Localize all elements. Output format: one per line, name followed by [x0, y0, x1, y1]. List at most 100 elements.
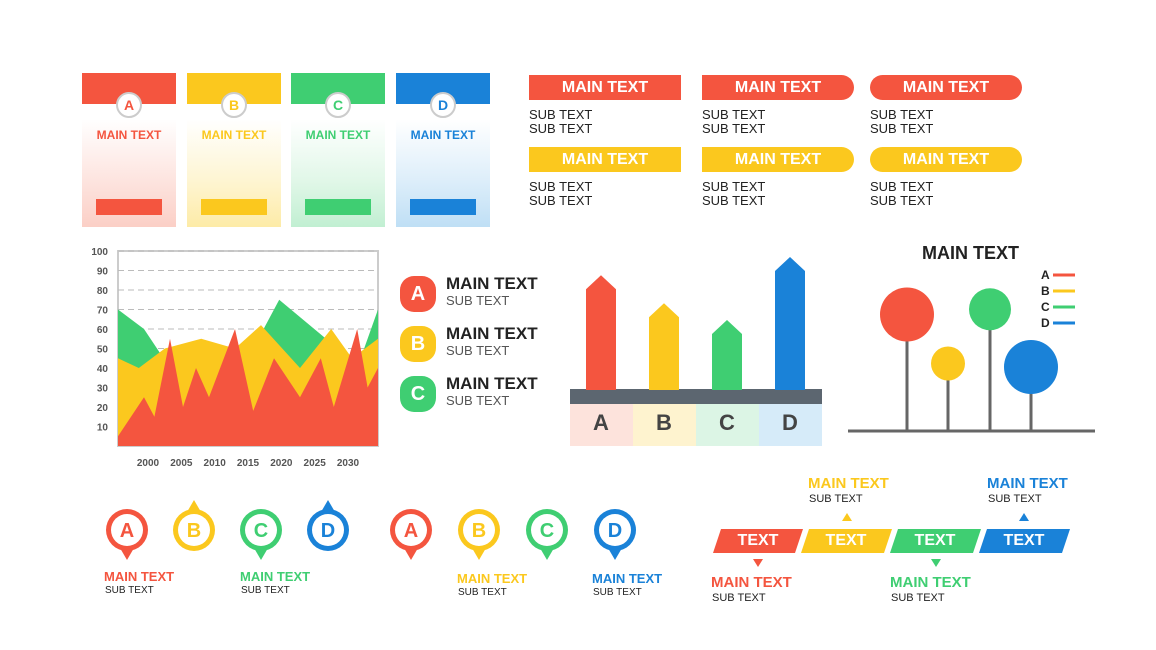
pin-a: A	[106, 509, 148, 560]
timeline-seg-2	[801, 529, 892, 553]
bar-category-label: C	[719, 410, 735, 435]
banner-r1-1: MAIN TEXT	[529, 75, 681, 100]
timeline-cap-4-main: MAIN TEXT	[987, 475, 1068, 492]
card-d: D MAIN TEXT	[396, 73, 490, 227]
pin-letter: C	[254, 520, 268, 542]
bar-category-label: A	[593, 410, 609, 435]
card-letter-badge: C	[325, 92, 351, 118]
tree-legend-label: A	[1041, 268, 1050, 282]
y-tick-label: 70	[97, 306, 109, 317]
pin-right-d-sub: SUB TEXT	[593, 587, 642, 598]
bar-a	[586, 275, 616, 390]
tree-legend-label: C	[1041, 300, 1050, 314]
tree-legend-label: D	[1041, 316, 1050, 330]
bar-label-bg	[759, 404, 822, 446]
card-title: MAIN TEXT	[201, 128, 267, 142]
card-c: C MAIN TEXT	[291, 73, 385, 227]
timeline-seg-3-label: TEXT	[914, 532, 956, 549]
pin-b: B	[458, 509, 500, 560]
card-letter-badge: A	[116, 92, 142, 118]
banner-r1-2: MAIN TEXT	[702, 75, 854, 100]
bar-chart: A B C D	[570, 257, 822, 446]
x-tick-label: 2020	[270, 458, 293, 469]
pin-left-a-main: MAIN TEXT	[104, 569, 175, 584]
banner-r2-2-sub2: SUB TEXT	[702, 193, 766, 208]
y-tick-label: 30	[97, 384, 109, 395]
banner-r2-1: MAIN TEXT	[529, 147, 681, 172]
card-bar	[201, 199, 267, 215]
y-tick-label: 50	[97, 345, 109, 356]
y-tick-label: 90	[97, 267, 109, 278]
area-series-3	[118, 329, 378, 446]
bar-label-bg	[570, 404, 633, 446]
pin-c: C	[526, 509, 568, 560]
timeline-seg-4	[979, 529, 1070, 553]
pin-right-b-sub: SUB TEXT	[458, 587, 507, 598]
timeline-cap-1-main: MAIN TEXT	[711, 574, 792, 591]
card-b: B MAIN TEXT	[187, 73, 281, 227]
bar-category-label: B	[656, 410, 672, 435]
timeline-seg-4-label: TEXT	[1003, 532, 1045, 549]
timeline-seg-1	[713, 529, 803, 553]
pin-letter: B	[472, 520, 486, 542]
y-tick-label: 20	[97, 403, 109, 414]
legend-sub-b: SUB TEXT	[446, 343, 510, 358]
pin-b: B	[173, 500, 215, 551]
bar-category-label: D	[782, 410, 798, 435]
timeline-cap-3-sub: SUB TEXT	[891, 592, 945, 604]
card-title: MAIN TEXT	[96, 128, 162, 142]
legend-badge-c: C	[400, 376, 436, 412]
legend-badge-a: A	[400, 276, 436, 312]
legend-main-b: MAIN TEXT	[446, 324, 538, 343]
x-tick-label: 2000	[137, 458, 160, 469]
pin-letter: D	[321, 520, 335, 542]
pin-letter: C	[540, 520, 554, 542]
card-bar	[305, 199, 371, 215]
timeline-cap-4-sub: SUB TEXT	[988, 493, 1042, 505]
pin-letter: B	[187, 520, 201, 542]
bar-d	[775, 257, 805, 390]
timeline-arrow-down-1	[753, 559, 763, 567]
timeline-arrow-up-2	[842, 513, 852, 521]
banner-r1-2-sub1: SUB TEXT	[702, 107, 766, 122]
y-tick-label: 60	[97, 325, 109, 336]
timeline-arrow-up-4	[1019, 513, 1029, 521]
timeline-cap-2-main: MAIN TEXT	[808, 475, 889, 492]
y-tick-label: 100	[91, 247, 108, 258]
banner-r2-1-sub1: SUB TEXT	[529, 179, 593, 194]
legend-main-a: MAIN TEXT	[446, 274, 538, 293]
tree-chart-title: MAIN TEXT	[922, 243, 1019, 263]
timeline-cap-1-sub: SUB TEXT	[712, 592, 766, 604]
legend-sub-c: SUB TEXT	[446, 393, 510, 408]
card-bar	[96, 199, 162, 215]
pin-letter: D	[608, 520, 622, 542]
pin-letter: A	[404, 520, 418, 542]
legend-main-c: MAIN TEXT	[446, 374, 538, 393]
card-title: MAIN TEXT	[305, 128, 371, 142]
banner-r2-1-sub2: SUB TEXT	[529, 193, 593, 208]
tree-legend-label: B	[1041, 284, 1050, 298]
pin-a: A	[390, 509, 432, 560]
banner-r2-2: MAIN TEXT	[702, 147, 854, 172]
tree-bubble-c	[969, 288, 1011, 331]
card-title: MAIN TEXT	[410, 128, 476, 142]
x-tick-label: 2010	[204, 458, 227, 469]
y-tick-label: 80	[97, 286, 109, 297]
banner-r1-3-sub2: SUB TEXT	[870, 121, 934, 136]
banner-r2-3-sub2: SUB TEXT	[870, 193, 934, 208]
tree-bubble-a	[880, 287, 934, 342]
x-tick-label: 2025	[304, 458, 327, 469]
tree-bubble-b	[931, 346, 965, 381]
card-letter-badge: B	[221, 92, 247, 118]
timeline-seg-2-label: TEXT	[825, 532, 867, 549]
pin-left-a-sub: SUB TEXT	[105, 585, 154, 596]
timeline-seg-3	[890, 529, 981, 553]
banner-r2-3: MAIN TEXT	[870, 147, 1022, 172]
bar-b	[649, 303, 679, 390]
banner-r1-1-sub1: SUB TEXT	[529, 107, 593, 122]
timeline-seg-1-label: TEXT	[737, 532, 779, 549]
banner-r2-3-sub1: SUB TEXT	[870, 179, 934, 194]
